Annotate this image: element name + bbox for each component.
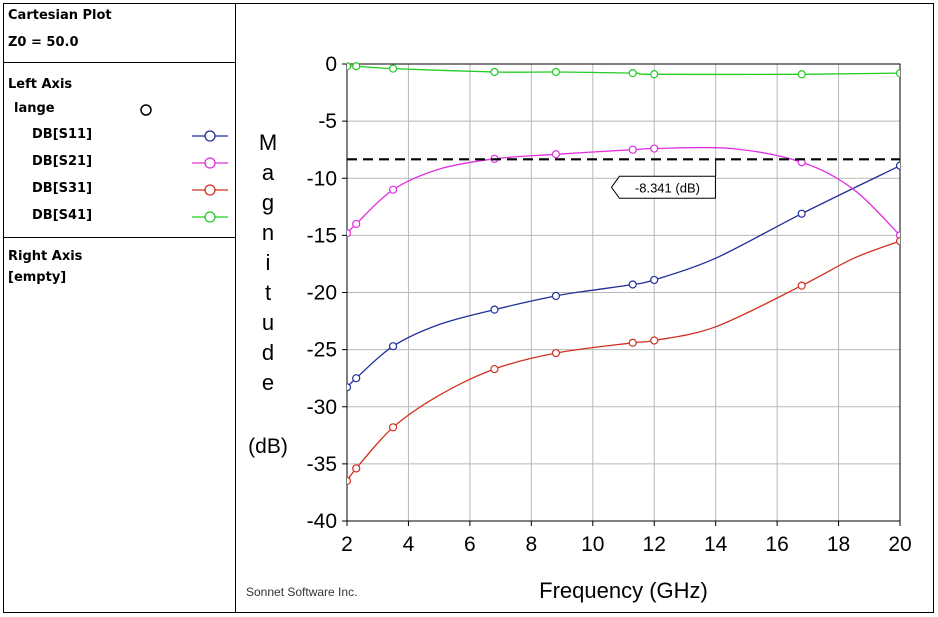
data-point-dbs21[interactable] [650,144,659,153]
data-point-dbs41[interactable] [551,67,561,77]
legend-swatch-icon [192,184,228,196]
plot-title: Cartesian Plot [8,8,112,23]
series-line-dbs11[interactable] [347,165,900,388]
legend-swatch-icon [192,130,228,142]
x-tick-label: 4 [403,533,415,556]
y-tick-label: -35 [307,453,337,476]
y-tick-label: -40 [307,510,337,533]
data-point-dbs11[interactable] [352,374,361,383]
legend-label-dbs41[interactable]: DB[S41] [32,208,93,223]
data-point-dbs11[interactable] [388,342,398,351]
y-axis-label-letter: u [262,310,274,335]
legend-swatch-icon [192,157,228,169]
data-point-dbs31[interactable] [797,281,806,290]
legend-swatch-icon [192,211,228,223]
data-point-dbs11[interactable] [797,209,806,218]
data-point-dbs11[interactable] [628,280,637,289]
y-axis-label-letter: n [262,220,274,245]
callout-box [610,175,716,199]
series-line-dbs41[interactable] [347,65,900,76]
data-point-dbs31[interactable] [628,338,637,347]
data-point-dbs11[interactable] [650,275,659,285]
data-point-dbs21[interactable] [628,145,637,154]
y-tick-label: 0 [325,53,337,76]
x-tick-label: 18 [827,533,850,556]
y-axis-label-letter: g [262,190,274,215]
window-frame [3,3,934,613]
data-point-dbs41[interactable] [388,64,398,73]
y-tick-label: -5 [318,110,337,133]
data-point-dbs41[interactable] [352,62,361,71]
legend-label-dbs21[interactable]: DB[S21] [32,154,93,169]
x-tick-label: 6 [464,533,476,556]
y-tick-label: -30 [307,396,337,419]
y-axis-label-letter: M [259,130,277,155]
left-axis-section[interactable]: Left Axis lange DB[S11] DB[S21] DB[S31] DB[… [3,63,235,238]
data-point-dbs11[interactable] [551,291,561,301]
data-point-dbs41[interactable] [628,69,637,78]
x-axis-label: Frequency (GHz) [539,578,708,603]
threshold-callout-label: -8.341 (dB) [635,180,700,195]
data-point-dbs31[interactable] [344,476,352,486]
left-axis-heading: Left Axis [8,77,73,92]
x-tick-label: 16 [765,533,788,556]
data-point-dbs41[interactable] [344,62,352,71]
x-tick-label: 10 [581,533,604,556]
y-axis-unit-label: (dB) [248,435,288,458]
series-group [344,62,904,486]
y-axis-label-letter: i [266,250,271,275]
right-axis-value: [empty] [8,270,67,285]
data-point-dbs31[interactable] [650,336,659,345]
footer-credit: Sonnet Software Inc. [246,585,358,599]
legend-label-dbs31[interactable]: DB[S31] [32,181,93,196]
data-point-dbs31[interactable] [352,464,361,473]
y-tick-label: -25 [307,339,337,362]
right-axis-section: Right Axis [empty] [3,238,235,613]
series-line-dbs31[interactable] [347,240,900,482]
data-point-dbs41[interactable] [650,70,659,79]
data-point-dbs41[interactable] [797,70,806,79]
x-tick-label: 8 [525,533,537,556]
y-axis-label-letter: e [262,370,274,395]
data-point-dbs21[interactable] [551,150,561,159]
data-point-dbs11[interactable] [490,305,499,314]
y-axis-label-letter: d [262,340,274,365]
data-point-dbs31[interactable] [895,236,904,246]
right-axis-heading: Right Axis [8,249,83,264]
group-circle-icon [140,104,152,116]
y-tick-label: -20 [307,282,337,305]
data-point-dbs41[interactable] [490,67,499,77]
data-point-dbs41[interactable] [895,69,904,78]
y-axis-label-letter: t [265,280,271,305]
legend-label-dbs11[interactable]: DB[S11] [32,127,93,142]
plot-header-section: Cartesian Plot Z0 = 50.0 [3,3,235,63]
y-tick-label: -10 [307,167,337,190]
z0-label: Z0 = 50.0 [8,35,79,50]
data-point-dbs11[interactable] [895,161,904,170]
data-point-dbs31[interactable] [551,348,561,358]
data-point-dbs31[interactable] [388,423,398,432]
y-tick-label: -15 [307,224,337,247]
plot-info-panel: Cartesian Plot Z0 = 50.0 Left Axis lange… [3,3,236,613]
data-point-dbs21[interactable] [344,228,352,238]
x-tick-label: 20 [888,533,911,556]
data-point-dbs31[interactable] [490,364,499,374]
group-name[interactable]: lange [14,101,55,116]
data-point-dbs21[interactable] [388,185,398,194]
data-point-dbs11[interactable] [344,383,352,392]
data-point-dbs21[interactable] [352,219,361,229]
x-tick-label: 12 [643,533,666,556]
y-axis-label-letter: a [262,160,275,185]
x-tick-label: 2 [341,533,353,556]
x-tick-label: 14 [704,533,728,556]
